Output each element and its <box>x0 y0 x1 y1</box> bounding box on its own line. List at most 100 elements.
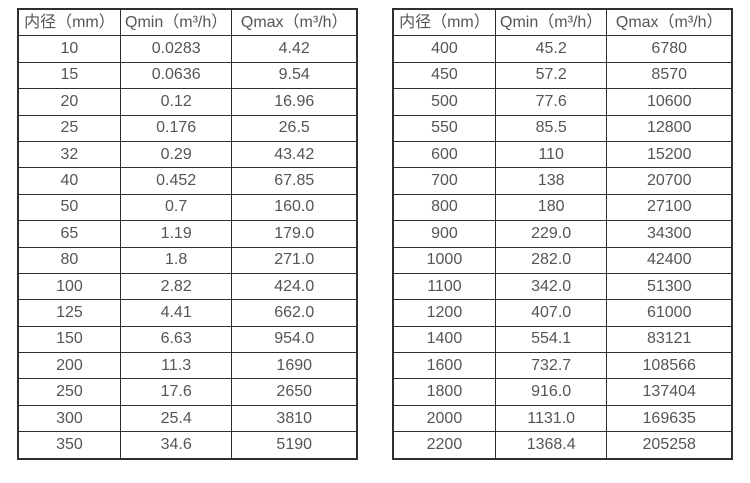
table-row: 300 25.4 3810 <box>17 404 358 433</box>
table-cell: 1400 <box>392 325 496 354</box>
table-cell: 27100 <box>606 193 733 222</box>
table-cell: 32 <box>17 140 121 169</box>
flow-table-large-diameters: 内径（mm） Qmin（m³/h） Qmax（m³/h） 400 45.2 6780 45… <box>392 8 733 460</box>
table-header: 内径（mm） Qmin（m³/h） Qmax（m³/h） <box>17 8 358 37</box>
table-cell: 1.19 <box>119 220 233 248</box>
table-cell: 300 <box>17 404 121 433</box>
table-cell: 1600 <box>392 352 496 380</box>
table-cell: 424.0 <box>231 272 358 301</box>
table-cell: 200 <box>17 352 121 380</box>
table-cell: 500 <box>392 88 496 116</box>
table-cell: 80 <box>17 246 121 274</box>
table-cell: 1131.0 <box>494 404 608 433</box>
table-cell: 2200 <box>392 431 496 460</box>
table-cell: 1.8 <box>119 246 233 274</box>
table-row: 500 77.6 10600 <box>392 88 733 116</box>
table-body: 400 45.2 6780 450 57.2 8570 500 77.6 10600 550 85.… <box>392 35 733 460</box>
table-cell: 6.63 <box>119 325 233 354</box>
table-row: 150 6.63 954.0 <box>17 325 358 354</box>
table-cell: 0.29 <box>119 140 233 169</box>
table-cell: 83121 <box>606 325 733 354</box>
table-cell: 3810 <box>231 404 358 433</box>
table-cell: 4.41 <box>119 299 233 327</box>
table-cell: 800 <box>392 193 496 222</box>
table-cell: 900 <box>392 220 496 248</box>
table-header: 内径（mm） Qmin（m³/h） Qmax（m³/h） <box>392 8 733 37</box>
table-cell: 50 <box>17 193 121 222</box>
table-row: 250 17.6 2650 <box>17 378 358 406</box>
column-header: 内径（mm） <box>17 8 121 37</box>
table-row: 700 138 20700 <box>392 167 733 195</box>
table-cell: 407.0 <box>494 299 608 327</box>
table-cell: 26.5 <box>231 114 358 142</box>
table-cell: 400 <box>392 35 496 63</box>
table-cell: 40 <box>17 167 121 195</box>
table-cell: 662.0 <box>231 299 358 327</box>
table-cell: 0.176 <box>119 114 233 142</box>
table-row: 50 0.7 160.0 <box>17 193 358 222</box>
column-header: Qmax（m³/h） <box>231 8 358 37</box>
table-cell: 4.42 <box>231 35 358 63</box>
table-cell: 67.85 <box>231 167 358 195</box>
table-cell: 65 <box>17 220 121 248</box>
column-header: Qmin（m³/h） <box>119 8 233 37</box>
table-cell: 160.0 <box>231 193 358 222</box>
table-row: 450 57.2 8570 <box>392 61 733 90</box>
table-cell: 77.6 <box>494 88 608 116</box>
table-cell: 2650 <box>231 378 358 406</box>
table-row: 400 45.2 6780 <box>392 35 733 63</box>
table-cell: 61000 <box>606 299 733 327</box>
table-cell: 6780 <box>606 35 733 63</box>
table-cell: 2000 <box>392 404 496 433</box>
table-cell: 11.3 <box>119 352 233 380</box>
table-cell: 85.5 <box>494 114 608 142</box>
table-cell: 15200 <box>606 140 733 169</box>
table-cell: 137404 <box>606 378 733 406</box>
table-row: 40 0.452 67.85 <box>17 167 358 195</box>
table-cell: 229.0 <box>494 220 608 248</box>
table-cell: 1368.4 <box>494 431 608 460</box>
table-cell: 34.6 <box>119 431 233 460</box>
table-cell: 600 <box>392 140 496 169</box>
table-cell: 554.1 <box>494 325 608 354</box>
table-cell: 9.54 <box>231 61 358 90</box>
table-row: 65 1.19 179.0 <box>17 220 358 248</box>
header-row: 内径（mm） Qmin（m³/h） Qmax（m³/h） <box>17 8 358 37</box>
table-cell: 1690 <box>231 352 358 380</box>
table-cell: 1200 <box>392 299 496 327</box>
table-cell: 8570 <box>606 61 733 90</box>
table-cell: 550 <box>392 114 496 142</box>
table-cell: 100 <box>17 272 121 301</box>
column-header: Qmax（m³/h） <box>606 8 733 37</box>
table-cell: 205258 <box>606 431 733 460</box>
table-cell: 271.0 <box>231 246 358 274</box>
table-cell: 25.4 <box>119 404 233 433</box>
table-row: 20 0.12 16.96 <box>17 88 358 116</box>
table-row: 1800 916.0 137404 <box>392 378 733 406</box>
table-cell: 20 <box>17 88 121 116</box>
table-cell: 700 <box>392 167 496 195</box>
table-cell: 150 <box>17 325 121 354</box>
table-cell: 1000 <box>392 246 496 274</box>
table-cell: 0.7 <box>119 193 233 222</box>
table-row: 550 85.5 12800 <box>392 114 733 142</box>
table-cell: 169635 <box>606 404 733 433</box>
table-body: 10 0.0283 4.42 15 0.0636 9.54 20 0.12 16.96 25 0.1… <box>17 35 358 460</box>
table-cell: 57.2 <box>494 61 608 90</box>
table-row: 1400 554.1 83121 <box>392 325 733 354</box>
table-cell: 1800 <box>392 378 496 406</box>
table-cell: 0.0283 <box>119 35 233 63</box>
table-row: 350 34.6 5190 <box>17 431 358 460</box>
table-cell: 2.82 <box>119 272 233 301</box>
table-cell: 110 <box>494 140 608 169</box>
table-cell: 12800 <box>606 114 733 142</box>
table-cell: 17.6 <box>119 378 233 406</box>
table-row: 100 2.82 424.0 <box>17 272 358 301</box>
header-row: 内径（mm） Qmin（m³/h） Qmax（m³/h） <box>392 8 733 37</box>
table-cell: 34300 <box>606 220 733 248</box>
table-cell: 51300 <box>606 272 733 301</box>
table-cell: 0.12 <box>119 88 233 116</box>
column-header: 内径（mm） <box>392 8 496 37</box>
table-cell: 916.0 <box>494 378 608 406</box>
table-row: 1600 732.7 108566 <box>392 352 733 380</box>
